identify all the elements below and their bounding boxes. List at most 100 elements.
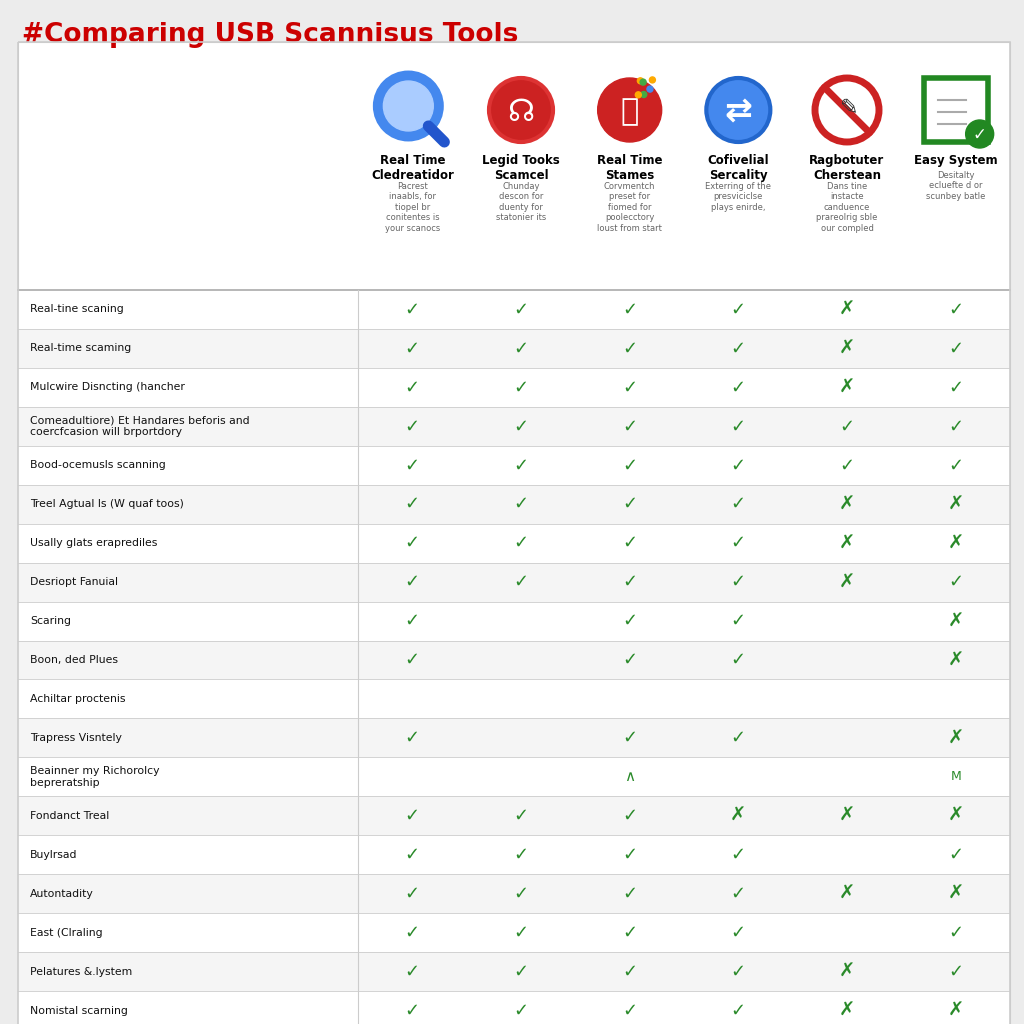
Text: Nomistal scarning: Nomistal scarning bbox=[30, 1006, 128, 1016]
FancyBboxPatch shape bbox=[18, 719, 1010, 758]
FancyBboxPatch shape bbox=[18, 601, 1010, 641]
FancyBboxPatch shape bbox=[18, 797, 1010, 836]
Circle shape bbox=[966, 120, 993, 148]
Text: ✓: ✓ bbox=[731, 496, 745, 513]
Text: ✗: ✗ bbox=[947, 728, 964, 748]
Text: ✓: ✓ bbox=[513, 379, 528, 396]
Text: ✓: ✓ bbox=[948, 457, 964, 474]
Text: ✓: ✓ bbox=[404, 339, 420, 357]
Text: ✓: ✓ bbox=[731, 300, 745, 318]
Text: ✓: ✓ bbox=[948, 418, 964, 435]
Text: Desitalty
ecluefte d or
scunbey batle: Desitalty ecluefte d or scunbey batle bbox=[926, 171, 985, 201]
Text: ✓: ✓ bbox=[948, 573, 964, 591]
Text: ✓: ✓ bbox=[404, 846, 420, 863]
FancyBboxPatch shape bbox=[18, 329, 1010, 368]
Text: ✗: ✗ bbox=[947, 1001, 964, 1020]
Text: Bood-ocemusls scanning: Bood-ocemusls scanning bbox=[30, 460, 166, 470]
Text: ✓: ✓ bbox=[404, 651, 420, 669]
Text: ✓: ✓ bbox=[623, 924, 637, 942]
Circle shape bbox=[640, 79, 646, 85]
Text: Buylrsad: Buylrsad bbox=[30, 850, 78, 860]
Text: ✓: ✓ bbox=[731, 573, 745, 591]
Text: Dans tine
instacte
canduence
prareolrig sble
our compled: Dans tine instacte canduence prareolrig … bbox=[816, 182, 878, 232]
Text: Easy System: Easy System bbox=[913, 154, 997, 167]
Text: ✓: ✓ bbox=[404, 729, 420, 746]
FancyBboxPatch shape bbox=[18, 641, 1010, 680]
Text: ✓: ✓ bbox=[973, 126, 986, 144]
FancyBboxPatch shape bbox=[18, 562, 1010, 601]
Text: Corvmentch
preset for
fiomed for
poolecctory
loust from start: Corvmentch preset for fiomed for poolecc… bbox=[597, 182, 663, 232]
Text: ☊: ☊ bbox=[508, 97, 535, 127]
Text: ✓: ✓ bbox=[513, 300, 528, 318]
Text: ✓: ✓ bbox=[513, 963, 528, 981]
Text: ⇄: ⇄ bbox=[724, 95, 753, 128]
Text: Real Time
Stames: Real Time Stames bbox=[597, 154, 663, 182]
Text: ✓: ✓ bbox=[404, 300, 420, 318]
Text: ✓: ✓ bbox=[731, 418, 745, 435]
Text: Legid Tooks
Scamcel: Legid Tooks Scamcel bbox=[482, 154, 560, 182]
Circle shape bbox=[707, 78, 770, 142]
Text: Real Time
Cledreatidor: Real Time Cledreatidor bbox=[371, 154, 454, 182]
Text: ✓: ✓ bbox=[513, 457, 528, 474]
Text: ✓: ✓ bbox=[731, 651, 745, 669]
FancyBboxPatch shape bbox=[18, 42, 1010, 1024]
Text: ✓: ✓ bbox=[513, 339, 528, 357]
Text: Real-time scaming: Real-time scaming bbox=[30, 343, 131, 353]
Text: Ragbotuter
Cherstean: Ragbotuter Cherstean bbox=[809, 154, 885, 182]
Text: ✓: ✓ bbox=[623, 379, 637, 396]
Text: ✗: ✗ bbox=[947, 650, 964, 670]
Text: ✓: ✓ bbox=[513, 846, 528, 863]
Text: ✓: ✓ bbox=[731, 729, 745, 746]
Text: ✓: ✓ bbox=[731, 457, 745, 474]
Text: ✓: ✓ bbox=[623, 963, 637, 981]
Text: ✓: ✓ bbox=[513, 807, 528, 824]
Text: Real-tine scaning: Real-tine scaning bbox=[30, 304, 124, 314]
Text: ✓: ✓ bbox=[731, 535, 745, 552]
Text: ✓: ✓ bbox=[731, 963, 745, 981]
Text: ✓: ✓ bbox=[623, 573, 637, 591]
Text: ✗: ✗ bbox=[730, 806, 746, 825]
Text: ✓: ✓ bbox=[404, 379, 420, 396]
Text: ✗: ✗ bbox=[839, 339, 855, 358]
Text: Autontadity: Autontadity bbox=[30, 889, 94, 899]
Text: ✓: ✓ bbox=[840, 457, 855, 474]
Text: ✓: ✓ bbox=[404, 807, 420, 824]
Circle shape bbox=[598, 78, 662, 142]
Text: ✓: ✓ bbox=[948, 963, 964, 981]
Text: ✗: ✗ bbox=[839, 378, 855, 397]
Text: Pacrest
inaabls, for
tiopel br
conitentes is
your scanocs: Pacrest inaabls, for tiopel br conitente… bbox=[385, 182, 440, 232]
Text: ✓: ✓ bbox=[623, 418, 637, 435]
FancyBboxPatch shape bbox=[18, 484, 1010, 523]
Text: ✓: ✓ bbox=[948, 339, 964, 357]
Text: ✓: ✓ bbox=[840, 418, 855, 435]
Text: ✗: ✗ bbox=[839, 806, 855, 825]
Text: ✓: ✓ bbox=[623, 339, 637, 357]
FancyBboxPatch shape bbox=[18, 952, 1010, 991]
Text: ✓: ✓ bbox=[404, 457, 420, 474]
Text: ✓: ✓ bbox=[623, 612, 637, 630]
Circle shape bbox=[647, 86, 653, 92]
Text: ✓: ✓ bbox=[948, 846, 964, 863]
FancyBboxPatch shape bbox=[18, 874, 1010, 913]
Text: ✗: ✗ bbox=[839, 534, 855, 553]
Text: Desriopt Fanuial: Desriopt Fanuial bbox=[30, 578, 118, 587]
Text: Treel Agtual ls (W quaf toos): Treel Agtual ls (W quaf toos) bbox=[30, 500, 184, 509]
Circle shape bbox=[383, 81, 433, 131]
Text: ✗: ✗ bbox=[839, 572, 855, 592]
Text: ✓: ✓ bbox=[513, 885, 528, 903]
Circle shape bbox=[649, 77, 655, 83]
Text: Pelatures &.lystem: Pelatures &.lystem bbox=[30, 967, 132, 977]
Text: ⚿: ⚿ bbox=[621, 97, 639, 127]
Text: Cofivelial
Sercality: Cofivelial Sercality bbox=[708, 154, 769, 182]
Text: ✗: ✗ bbox=[839, 1001, 855, 1020]
Text: Boon, ded Plues: Boon, ded Plues bbox=[30, 655, 118, 665]
FancyBboxPatch shape bbox=[18, 991, 1010, 1024]
Text: ✓: ✓ bbox=[623, 729, 637, 746]
FancyBboxPatch shape bbox=[18, 913, 1010, 952]
Text: ✓: ✓ bbox=[623, 651, 637, 669]
Circle shape bbox=[489, 78, 553, 142]
Text: Usally glats eraprediles: Usally glats eraprediles bbox=[30, 539, 158, 548]
Text: ✓: ✓ bbox=[404, 924, 420, 942]
Text: Comeadultiore) Et Handares beforis and
coercfcasion will brportdory: Comeadultiore) Et Handares beforis and c… bbox=[30, 416, 250, 437]
Text: ✓: ✓ bbox=[404, 1001, 420, 1020]
